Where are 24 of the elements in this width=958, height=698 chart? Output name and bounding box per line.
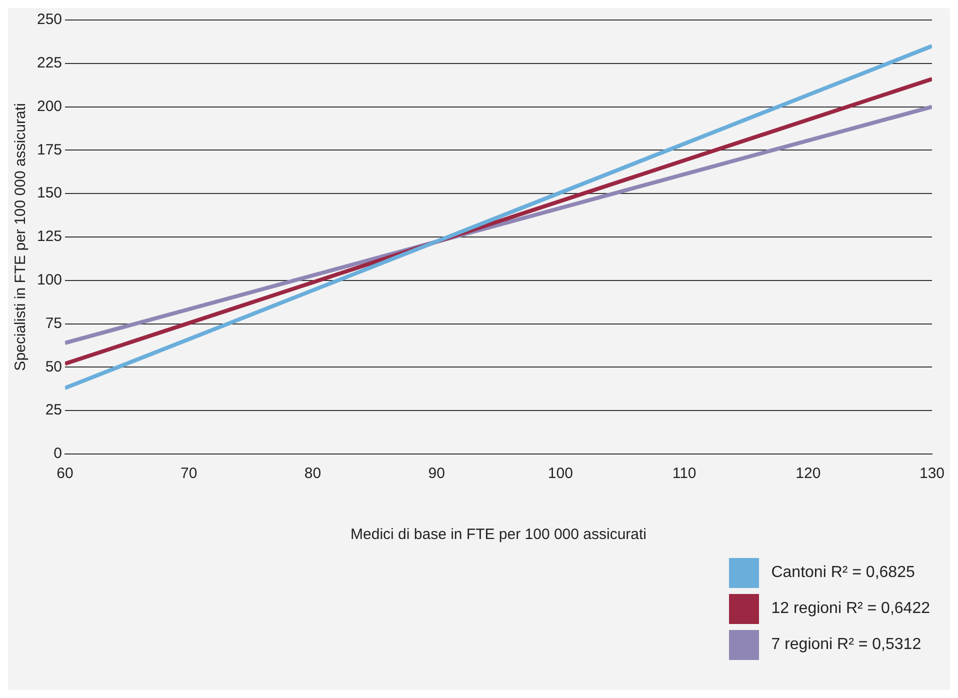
y-tick-label: 0 <box>54 445 62 462</box>
x-tick-label: 60 <box>56 465 74 482</box>
x-tick-label: 90 <box>428 465 445 482</box>
y-tick-label: 250 <box>36 11 62 28</box>
y-tick-label: 100 <box>36 272 62 289</box>
x-tick-label: 70 <box>180 465 198 482</box>
y-tick-label: 175 <box>36 141 62 158</box>
y-tick-label: 200 <box>36 98 62 115</box>
x-tick-label: 120 <box>796 465 821 482</box>
y-tick-label: 75 <box>45 314 62 332</box>
x-tick-label: 130 <box>919 465 945 482</box>
y-axis-title: Specialisti in FTE per 100 000 assicurati <box>12 103 30 371</box>
y-tick-label: 150 <box>36 184 62 202</box>
legend-label: Cantoni R² = 0,6825 <box>771 564 915 582</box>
y-tick-label: 125 <box>36 228 62 246</box>
y-tick-label: 50 <box>45 358 62 376</box>
x-tick-label: 100 <box>548 465 573 482</box>
legend-label: 12 regioni R² = 0,6422 <box>771 600 930 618</box>
x-axis-title: Medici di base in FTE per 100 000 assicurati <box>350 526 647 544</box>
y-tick-label: 25 <box>45 402 62 419</box>
x-tick-label: 110 <box>672 465 696 482</box>
legend-label: 7 regioni R² = 0,5312 <box>771 636 922 654</box>
y-tick-label: 225 <box>36 54 62 72</box>
x-tick-label: 80 <box>304 465 322 482</box>
